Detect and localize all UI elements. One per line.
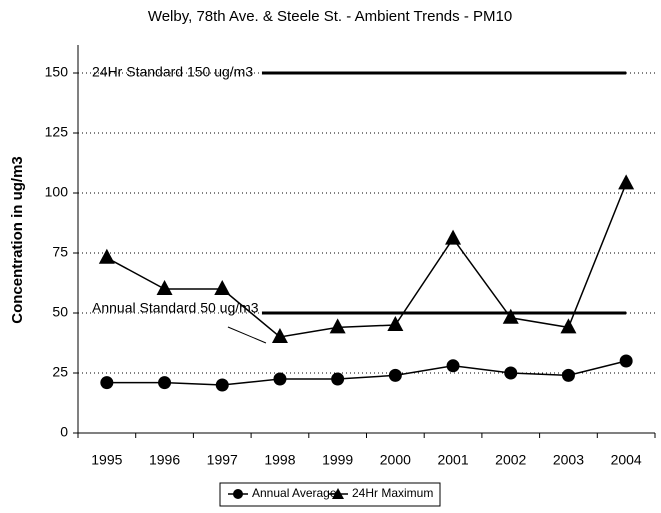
y-tick-label: 50 <box>52 304 68 320</box>
x-tick-label: 2002 <box>495 452 526 468</box>
leader <box>227 326 267 344</box>
point <box>214 280 231 295</box>
y-tick-label: 0 <box>60 424 68 440</box>
series-line <box>106 183 627 338</box>
point <box>560 318 577 334</box>
x-tick-label: 1996 <box>149 452 180 468</box>
legend-label: Annual Average <box>252 486 337 500</box>
reference-label: Annual Standard 50 ug/m3 <box>92 300 259 316</box>
x-tick-label: 1999 <box>322 452 353 468</box>
x-tick-label: 1998 <box>264 452 295 468</box>
x-tick-label: 2000 <box>380 452 411 468</box>
legend-label: 24Hr Maximum <box>352 486 433 500</box>
point <box>387 316 404 331</box>
y-tick-label: 125 <box>45 124 69 140</box>
y-tick-label: 150 <box>45 64 69 80</box>
legend-marker <box>332 488 344 499</box>
x-tick-label: 2003 <box>553 452 584 468</box>
point <box>158 376 172 390</box>
x-tick-label: 1995 <box>91 452 122 468</box>
point <box>504 366 518 380</box>
chart-title: Welby, 78th Ave. & Steele St. - Ambient … <box>148 8 512 25</box>
point <box>502 308 519 324</box>
x-tick-label: 2004 <box>611 452 642 468</box>
y-axis-label: Concentration in ug/m3 <box>9 156 26 324</box>
series-line <box>106 360 627 386</box>
point <box>331 372 345 386</box>
y-tick-label: 100 <box>45 184 69 200</box>
point <box>98 248 115 264</box>
reference-label: 24Hr Standard 150 ug/m3 <box>92 64 253 80</box>
x-tick-label: 2001 <box>437 452 468 468</box>
point <box>273 372 287 386</box>
point <box>561 368 575 382</box>
legend-marker <box>233 489 243 499</box>
y-tick-label: 25 <box>52 364 68 380</box>
point <box>388 368 402 382</box>
point <box>619 354 633 368</box>
point <box>618 174 635 190</box>
point <box>271 328 288 343</box>
point <box>445 229 462 245</box>
point <box>329 318 346 334</box>
point <box>215 378 229 392</box>
point <box>100 376 114 390</box>
x-tick-label: 1997 <box>207 452 238 468</box>
point <box>446 359 460 373</box>
y-tick-label: 75 <box>52 244 68 260</box>
point <box>156 280 173 295</box>
